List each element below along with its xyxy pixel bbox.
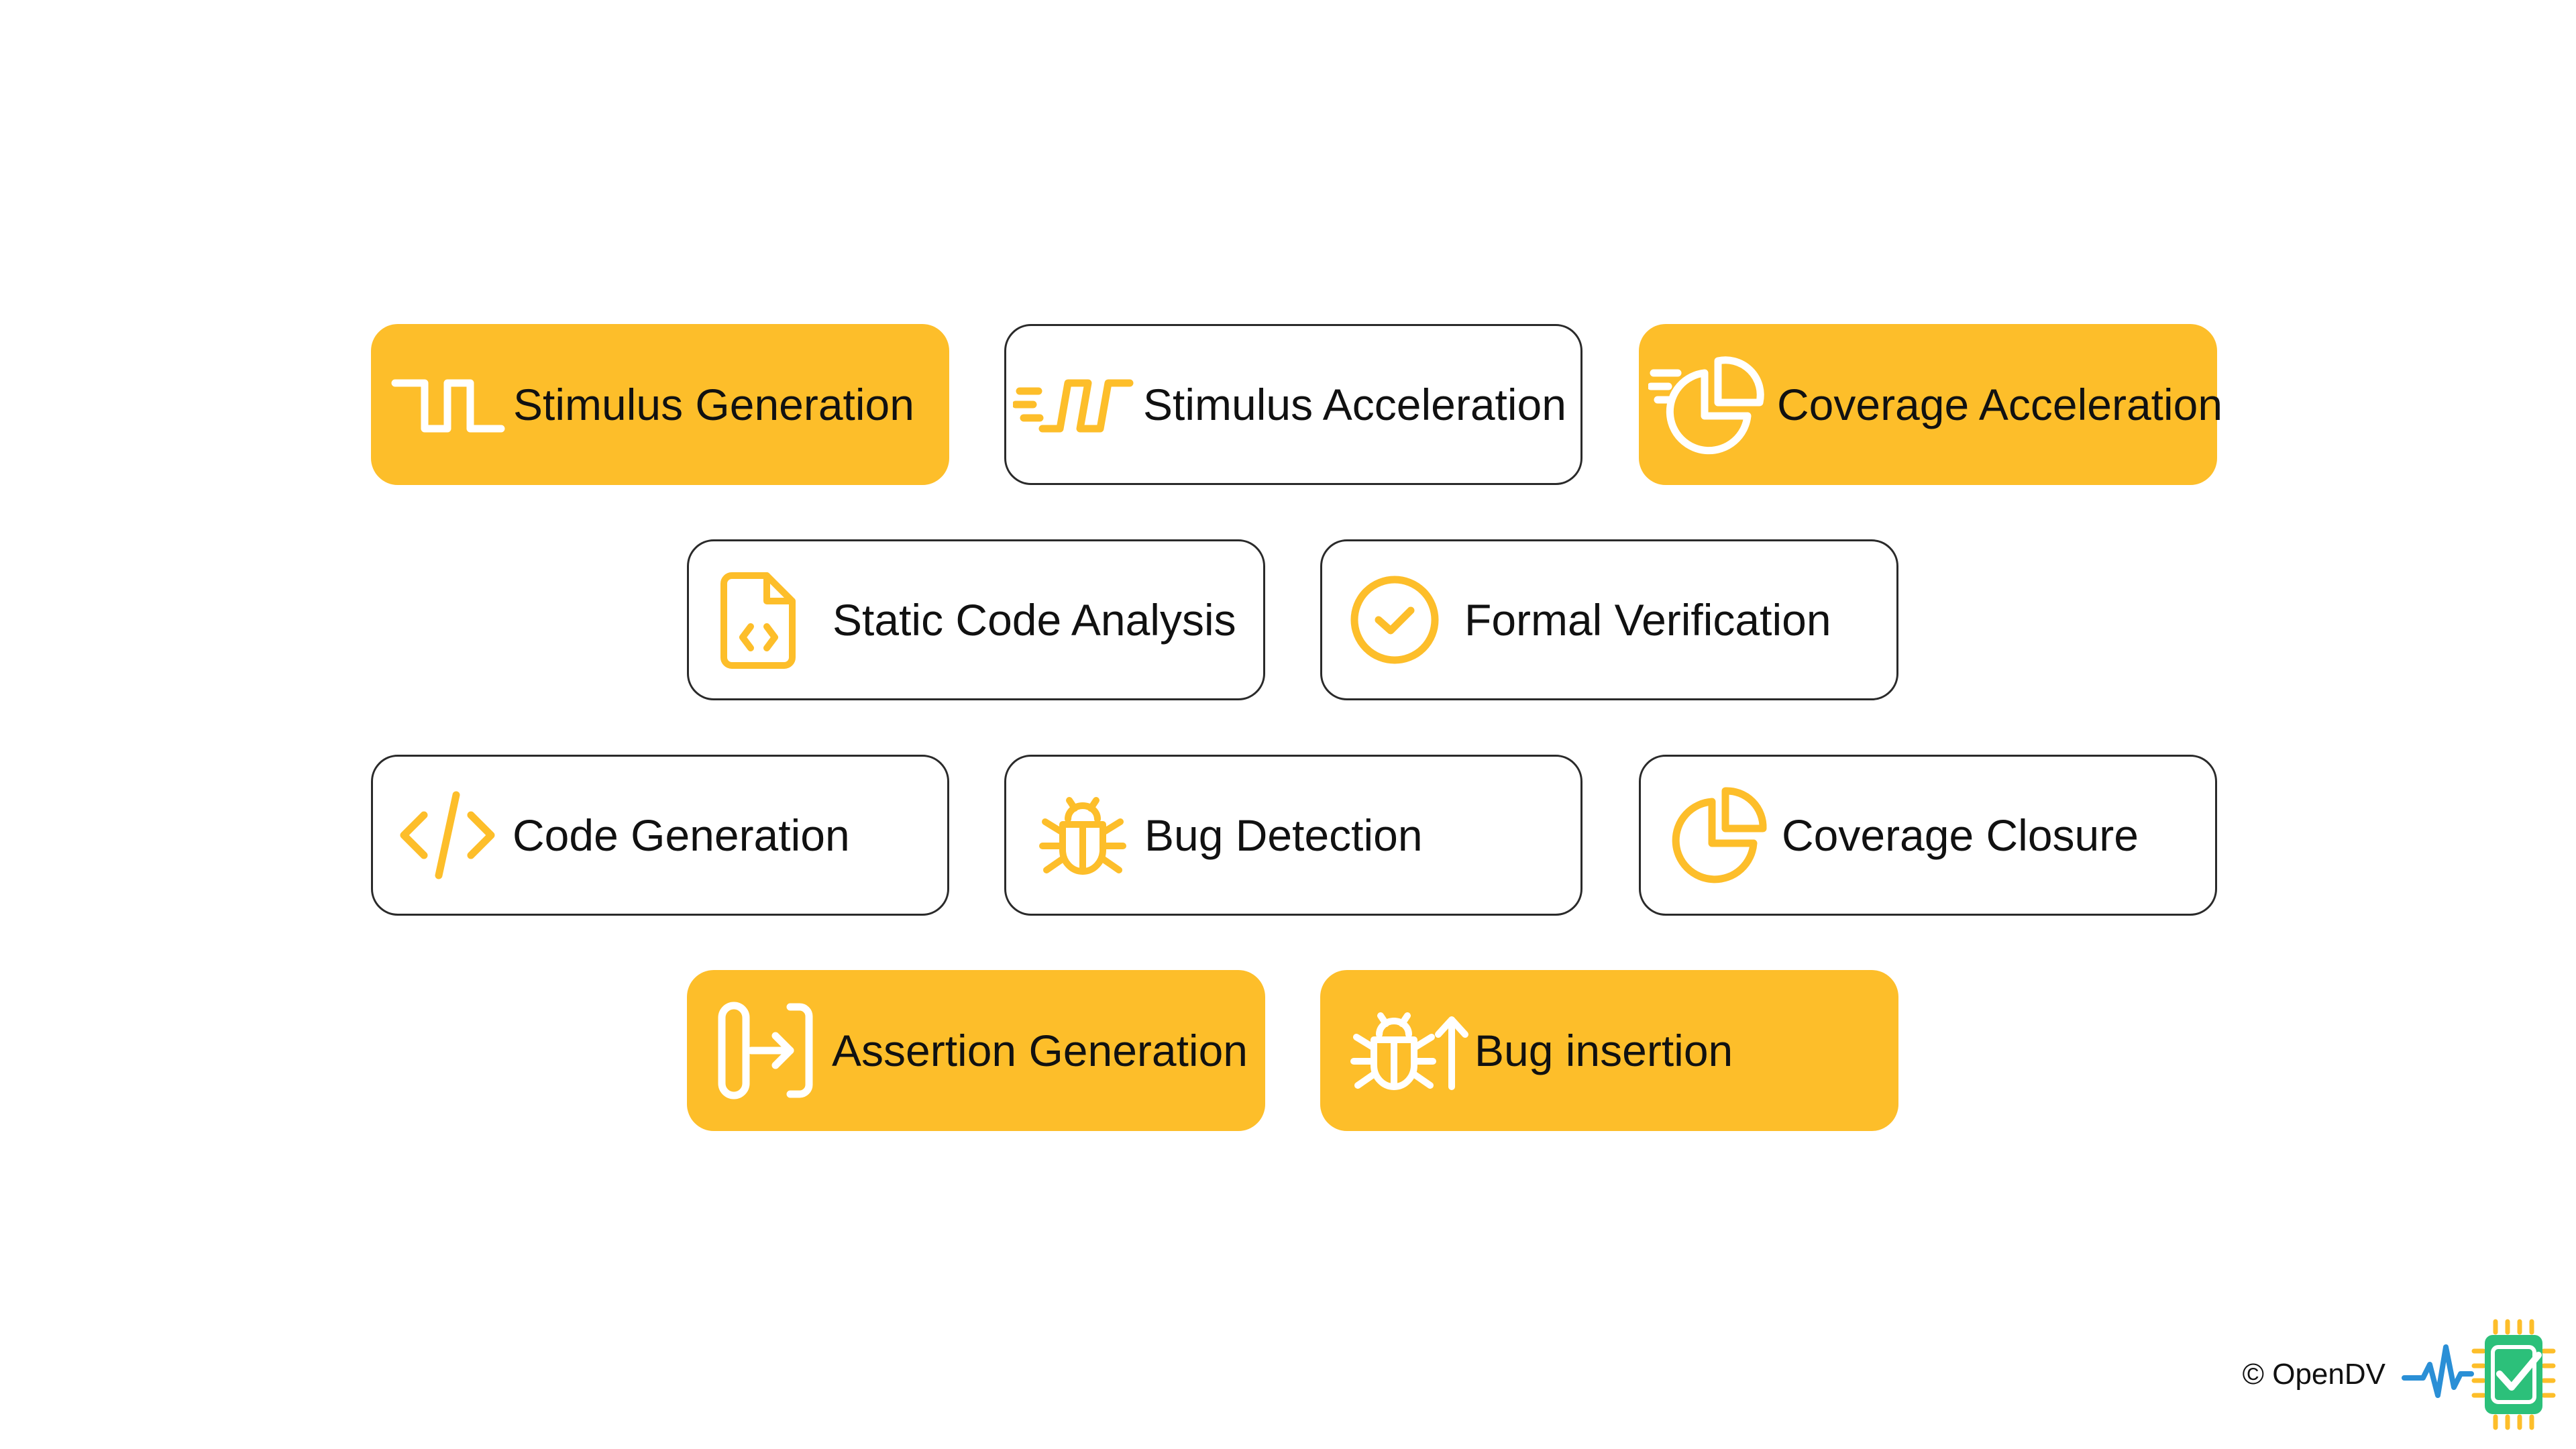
footer: © OpenDV <box>2243 1318 2556 1432</box>
card-code-generation: Code Generation <box>371 755 949 916</box>
card-label: Bug Detection <box>1144 810 1423 860</box>
card-bug-insertion: Bug insertion <box>1320 970 1898 1131</box>
card-coverage-acceleration: Coverage Acceleration <box>1639 324 2222 485</box>
bug-arrow-up-icon <box>1348 1009 1469 1092</box>
card-label: Coverage Acceleration <box>1777 380 2223 429</box>
bug-icon <box>1037 794 1128 877</box>
card-stimulus-acceleration: Stimulus Acceleration <box>1004 324 1582 485</box>
card-formal-verification: Formal Verification <box>1320 539 1898 700</box>
fast-square-wave-icon <box>1013 371 1134 438</box>
card-label: Stimulus Generation <box>513 380 914 429</box>
card-label: Bug insertion <box>1474 1026 1733 1075</box>
card-label: Assertion Generation <box>832 1026 1248 1075</box>
card-stimulus-generation: Stimulus Generation <box>371 324 949 485</box>
pie-chart-icon <box>1670 787 1767 883</box>
check-circle-icon <box>1349 574 1440 665</box>
fast-pie-chart-icon <box>1648 354 1768 455</box>
arrow-into-bracket-icon <box>716 1000 817 1101</box>
card-bug-detection: Bug Detection <box>1004 755 1582 916</box>
opendv-logo-icon <box>2402 1318 2556 1432</box>
card-label: Code Generation <box>513 810 850 860</box>
code-file-icon <box>717 570 799 669</box>
card-label: Stimulus Acceleration <box>1143 380 1566 429</box>
copyright-text: © OpenDV <box>2242 1358 2385 1391</box>
card-assertion-generation: Assertion Generation <box>687 970 1265 1131</box>
card-static-code-analysis: Static Code Analysis <box>687 539 1265 700</box>
code-brackets-icon <box>397 788 498 882</box>
card-label: Formal Verification <box>1464 595 1831 645</box>
card-coverage-closure: Coverage Closure <box>1639 755 2217 916</box>
card-label: Static Code Analysis <box>833 595 1236 645</box>
square-wave-icon <box>391 371 505 438</box>
card-label: Coverage Closure <box>1782 810 2139 860</box>
